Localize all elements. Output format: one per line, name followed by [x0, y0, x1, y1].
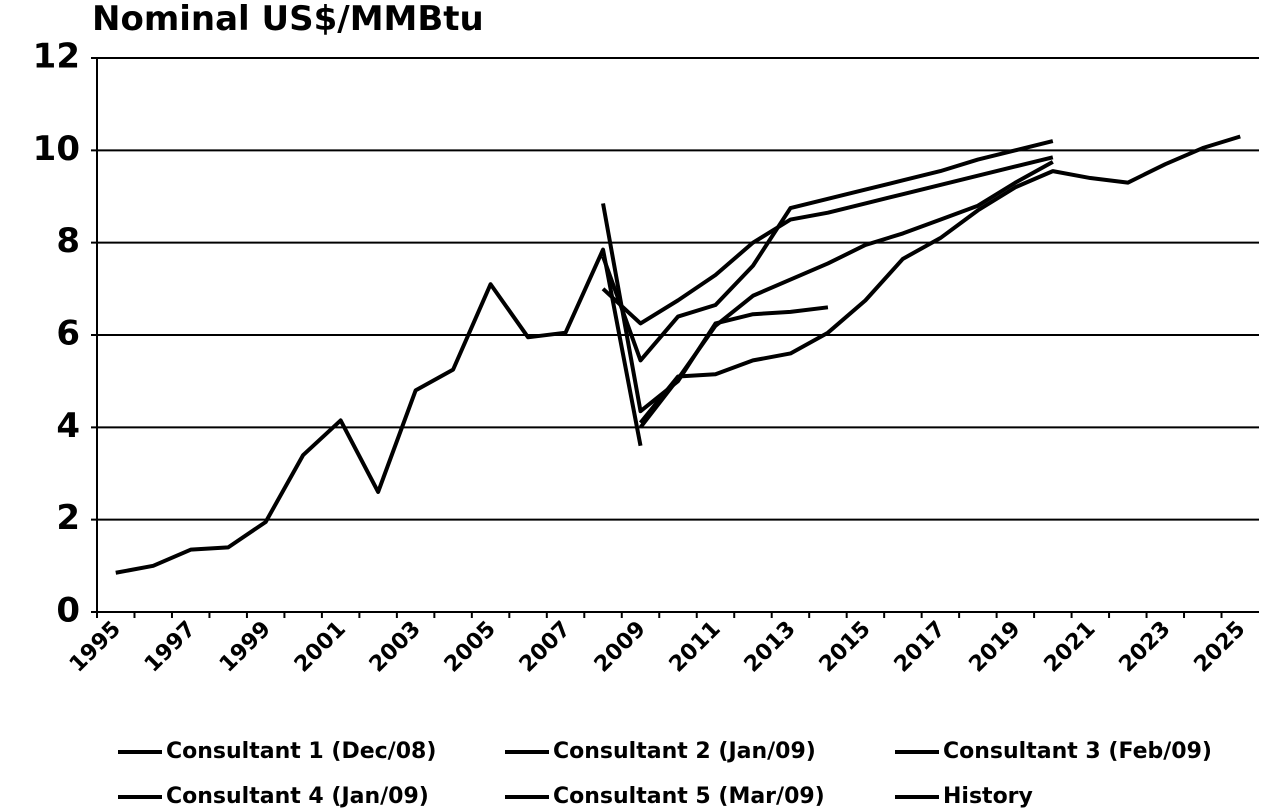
series-line [638, 134, 1241, 424]
x-tick-label: 2013 [740, 617, 801, 678]
legend-label: Consultant 2 (Jan/09) [553, 739, 816, 764]
y-tick-label: 0 [56, 591, 80, 631]
x-tick-label: 1997 [140, 617, 201, 678]
x-tick-label: 2019 [965, 617, 1026, 678]
x-tick-label: 2007 [515, 617, 576, 678]
x-tick-label: 2005 [440, 617, 501, 678]
y-tick-label: 8 [56, 221, 80, 261]
series-line [601, 203, 829, 414]
series-line [601, 139, 1054, 363]
legend-label: Consultant 3 (Feb/09) [943, 739, 1212, 764]
series-line [638, 160, 1054, 429]
chart-title: Nominal US$/MMBtu [92, 0, 484, 39]
y-tick-label: 4 [56, 406, 80, 446]
legend-label: Consultant 5 (Mar/09) [553, 784, 825, 809]
x-tick-label: 2021 [1040, 617, 1101, 678]
x-tick-label: 2003 [365, 617, 426, 678]
y-tick-label: 10 [33, 129, 80, 169]
y-tick-label: 2 [56, 498, 80, 538]
x-tick-label: 2001 [290, 617, 351, 678]
x-tick-label: 2009 [590, 617, 651, 678]
series-line [601, 155, 1054, 326]
y-tick-label: 6 [56, 314, 80, 354]
x-tick-label: 2015 [815, 617, 876, 678]
x-tick-label: 2025 [1190, 617, 1251, 678]
x-tick-label: 2017 [890, 617, 951, 678]
legend-label: History [943, 784, 1033, 809]
x-tick-label: 2023 [1115, 617, 1176, 678]
legend-label: Consultant 1 (Dec/08) [166, 739, 436, 764]
x-tick-label: 1999 [215, 617, 276, 678]
series-line [115, 247, 643, 575]
legend-label: Consultant 4 (Jan/09) [166, 784, 429, 809]
x-tick-label: 2011 [665, 617, 726, 678]
y-tick-label: 12 [33, 37, 80, 77]
